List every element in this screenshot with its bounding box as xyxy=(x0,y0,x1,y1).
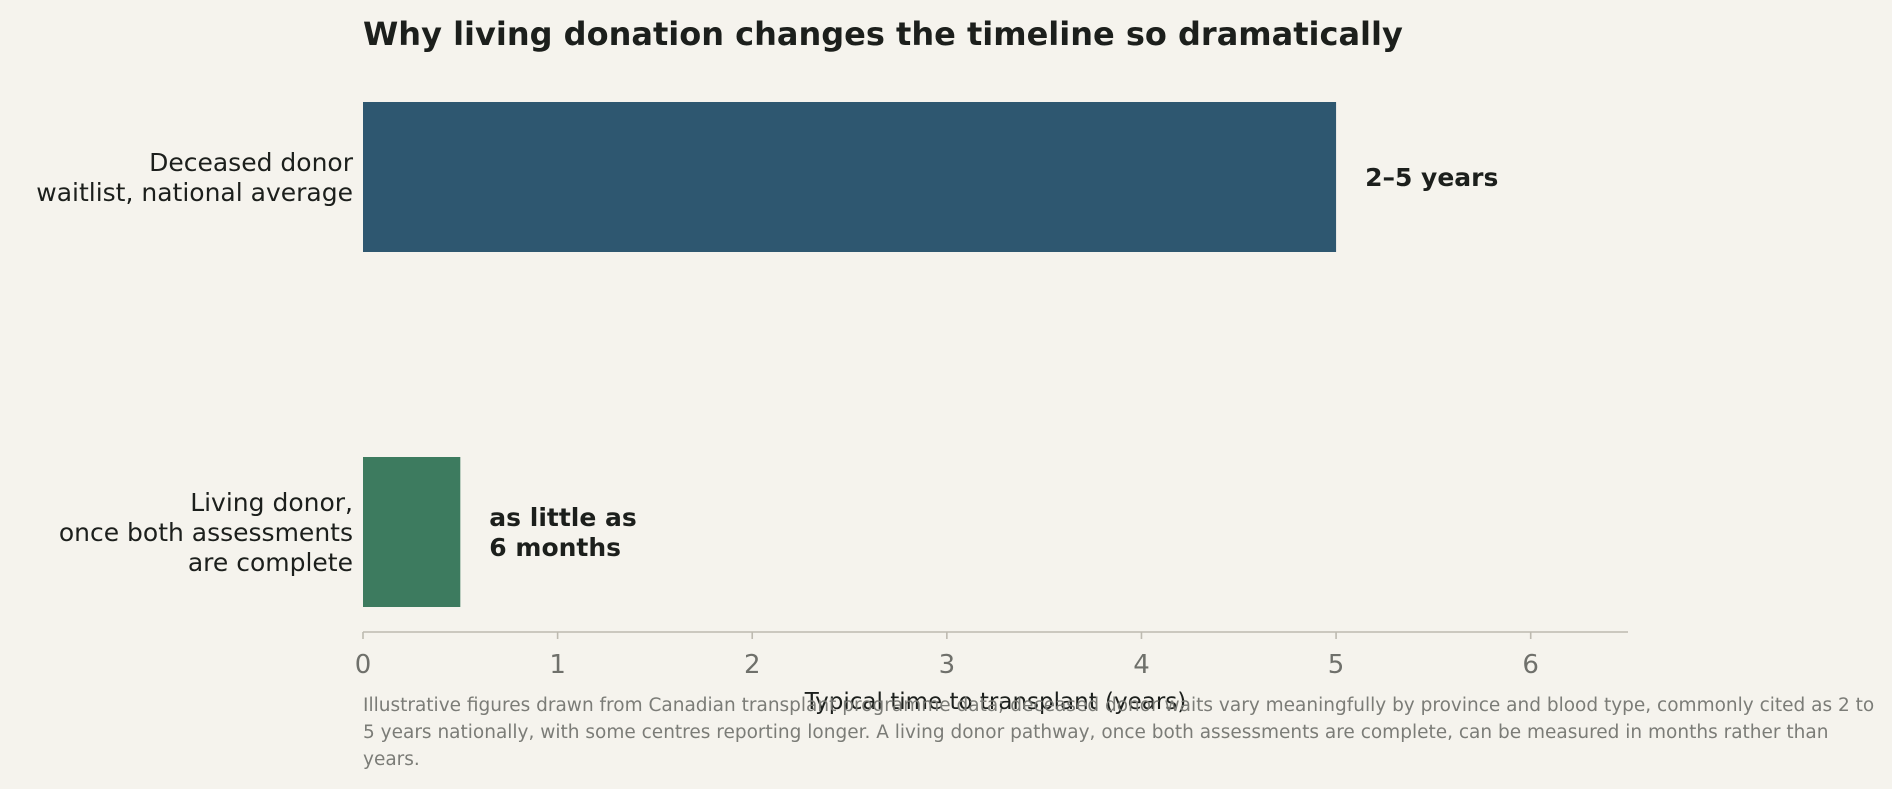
category-label-1: Living donor, once both assessments are co… xyxy=(59,488,353,577)
x-axis: 0 1 2 3 4 5 6 xyxy=(355,631,1628,680)
x-tick-label-3: 3 xyxy=(939,650,956,680)
footnote: Illustrative figures drawn from Canadian… xyxy=(363,695,1875,770)
value-label-0: 2–5 years xyxy=(1365,163,1498,192)
x-tick-label-1: 1 xyxy=(549,650,566,680)
x-tick-label-5: 5 xyxy=(1328,650,1345,680)
x-tick-label-2: 2 xyxy=(744,650,761,680)
chart-title: Why living donation changes the timeline… xyxy=(363,15,1403,53)
bar-1 xyxy=(363,457,461,607)
bar-0 xyxy=(363,102,1337,252)
x-axis-title: Typical time to transplant (years) xyxy=(804,689,1187,715)
value-label-1: as little as 6 months xyxy=(489,503,636,562)
bars-layer: Deceased donor waitlist, national average… xyxy=(36,102,1498,607)
x-tick-label-0: 0 xyxy=(355,650,372,680)
x-tick-label-4: 4 xyxy=(1133,650,1150,680)
category-label-0: Deceased donor waitlist, national average xyxy=(36,148,353,207)
x-tick-label-6: 6 xyxy=(1522,650,1539,680)
